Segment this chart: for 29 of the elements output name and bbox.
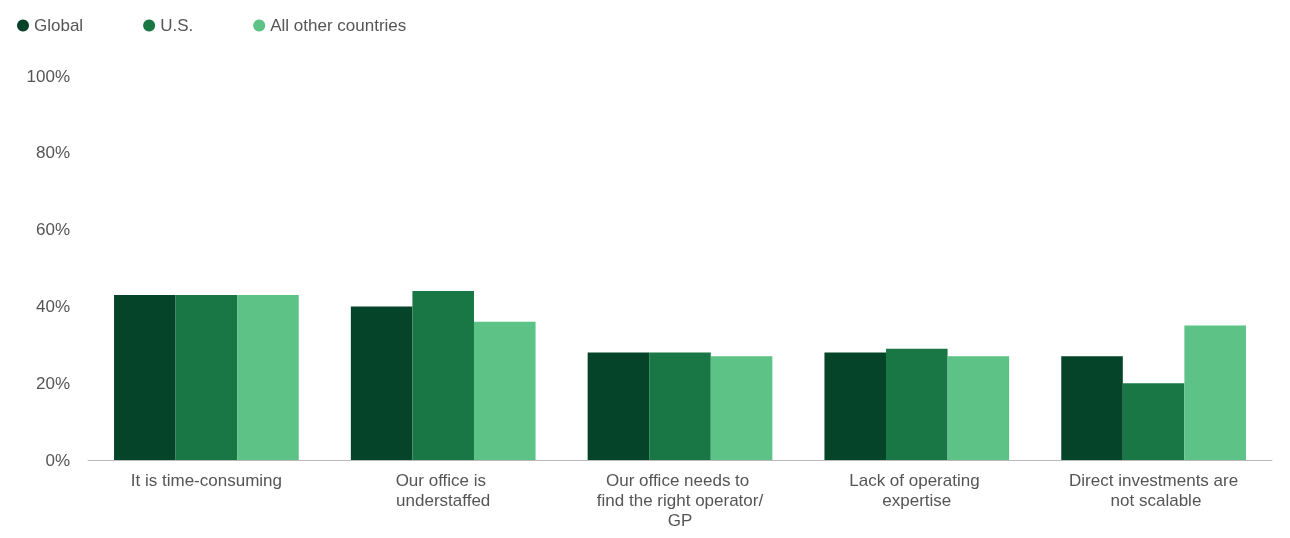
y-tick-label: 20% xyxy=(35,373,70,393)
x-tick-label: Our office is understaffed xyxy=(395,470,491,510)
y-tick-label: 40% xyxy=(35,296,70,316)
bar xyxy=(1122,383,1185,460)
bar xyxy=(710,356,773,460)
y-tick-label: 0% xyxy=(45,450,70,470)
bar xyxy=(1184,325,1246,460)
bar xyxy=(350,306,413,460)
bar xyxy=(587,352,650,460)
x-tick-label: Our office needs to find the right operator/GP xyxy=(596,470,764,530)
x-tick-label: Lack of operating expertise xyxy=(849,470,985,510)
x-tick-label: Direct investments are not scalable xyxy=(1069,470,1239,510)
bar xyxy=(824,352,887,460)
x-tick-label: It is time-consuming xyxy=(130,470,282,490)
y-tick-label: 80% xyxy=(35,143,70,163)
bar xyxy=(947,356,1010,460)
bar xyxy=(175,294,238,460)
legend-label: U.S. xyxy=(160,16,194,35)
bar xyxy=(649,352,711,460)
legend-label: Global xyxy=(34,16,84,35)
y-tick-label: 100% xyxy=(26,66,70,86)
bar xyxy=(412,291,474,460)
legend-label: All other countries xyxy=(270,16,407,35)
bar xyxy=(114,294,176,460)
bar xyxy=(886,348,948,460)
bar xyxy=(237,294,299,460)
bar xyxy=(473,321,536,460)
y-tick-label: 60% xyxy=(35,220,70,240)
bar xyxy=(1061,356,1123,460)
